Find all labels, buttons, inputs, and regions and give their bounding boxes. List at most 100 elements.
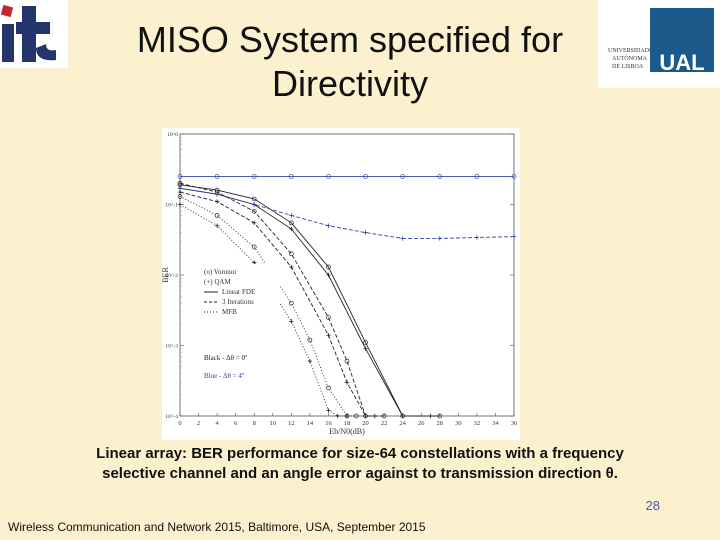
it-logo-dot xyxy=(0,4,14,18)
y-tick-label: 10^0 xyxy=(167,132,178,138)
data-point-2 xyxy=(251,208,257,214)
caption-line-2: selective channel and an angle error aga… xyxy=(102,465,618,482)
data-point-3 xyxy=(289,264,294,270)
series-line-2 xyxy=(179,182,385,417)
ual-logo-block xyxy=(650,8,714,72)
data-point-6 xyxy=(326,174,331,179)
caption-line-1: Linear array: BER performance for size-6… xyxy=(96,445,624,462)
data-point-7 xyxy=(177,186,183,191)
x-tick-label: 28 xyxy=(437,420,444,427)
data-point-5 xyxy=(335,413,340,419)
data-point-4 xyxy=(307,337,313,343)
data-point-5 xyxy=(289,319,294,324)
x-tick-label: 0 xyxy=(178,420,181,427)
data-point-3 xyxy=(177,189,183,195)
x-tick-label: 34 xyxy=(492,420,499,427)
data-point-2 xyxy=(344,358,350,364)
slide-title-line-2: Directivity xyxy=(271,63,428,104)
data-point-1 xyxy=(363,346,368,351)
data-point-7 xyxy=(363,230,368,235)
y-tick-label: 10^-3 xyxy=(165,344,178,350)
x-tick-label: 24 xyxy=(399,420,406,427)
data-point-6 xyxy=(474,174,480,179)
x-tick-label: 20 xyxy=(362,420,369,427)
data-point-4 xyxy=(251,244,257,250)
footer-text: Wireless Communication and Network 2015,… xyxy=(8,520,426,534)
data-point-6 xyxy=(288,174,294,179)
data-point-4 xyxy=(288,300,294,306)
data-point-3 xyxy=(372,413,378,419)
data-point-7 xyxy=(252,202,257,207)
it-logo-i xyxy=(2,24,14,62)
y-tick-label: 10^-2 xyxy=(165,273,178,279)
x-tick-label: 30 xyxy=(455,420,462,427)
data-point-6 xyxy=(251,174,257,179)
data-point-7 xyxy=(326,223,331,228)
x-tick-label: 22 xyxy=(381,420,388,427)
x-tick-label: 6 xyxy=(234,420,238,427)
data-point-7 xyxy=(400,236,405,241)
data-point-6 xyxy=(511,174,517,179)
x-tick-label: 16 xyxy=(325,420,332,427)
data-point-6 xyxy=(400,174,406,179)
data-point-6 xyxy=(177,174,183,179)
data-point-4 xyxy=(177,194,183,199)
data-point-1 xyxy=(289,226,294,232)
data-point-3 xyxy=(344,380,350,385)
data-point-3 xyxy=(252,220,257,226)
data-point-3 xyxy=(326,332,331,338)
data-point-5 xyxy=(326,408,331,413)
series-line-7 xyxy=(179,187,515,239)
data-point-7 xyxy=(289,213,294,218)
data-point-7 xyxy=(214,191,220,197)
data-point-1 xyxy=(428,413,433,419)
slide-title: MISO System specified for Directivity xyxy=(90,18,610,106)
data-point-2 xyxy=(326,315,331,320)
data-point-0 xyxy=(363,340,368,345)
data-point-4 xyxy=(214,213,220,218)
x-axis-label: Eb/N0(dB) xyxy=(329,427,365,436)
legend: (o) Voronoi (+) QAM Linear FDE 3 Iterati… xyxy=(200,264,280,320)
legend-entry-iterations: 3 Iterations xyxy=(222,298,254,306)
data-point-0 xyxy=(251,196,257,202)
x-tick-label: 4 xyxy=(215,420,219,427)
series-line-5 xyxy=(179,204,347,417)
ual-logo-sub-1: UNIVERSIDADE xyxy=(608,48,653,54)
data-point-0 xyxy=(288,220,294,226)
data-point-4 xyxy=(353,413,359,419)
data-point-5 xyxy=(307,358,313,364)
series-line-0 xyxy=(179,184,440,417)
ual-logo-sub-3: DE LISBOA xyxy=(612,64,644,70)
x-tick-label: 36 xyxy=(511,420,518,427)
ual-logo-graphic: UNIVERSIDADE AUTÓNOMA DE LISBOA UAL xyxy=(608,8,714,75)
data-point-1 xyxy=(326,272,331,278)
series-line-3 xyxy=(179,191,375,417)
it-logo-t-bar xyxy=(16,22,50,34)
legend-entry-mfb: MFB xyxy=(222,308,237,316)
it-logo-graphic xyxy=(0,4,56,62)
x-tick-label: 12 xyxy=(288,420,295,427)
x-tick-label: 8 xyxy=(253,420,256,427)
data-point-4 xyxy=(326,385,331,391)
x-tick-label: 18 xyxy=(344,420,351,427)
page-number: 28 xyxy=(645,498,660,513)
x-tick-label: 32 xyxy=(474,420,481,427)
x-tick-label: 14 xyxy=(307,420,314,427)
x-tick-label: 2 xyxy=(197,420,200,427)
legend-entry-voronoi: (o) Voronoi xyxy=(204,268,236,276)
legend-entry-linear-fde: Linear FDE xyxy=(222,288,255,296)
data-point-3 xyxy=(214,199,220,204)
data-point-0 xyxy=(326,264,331,270)
x-tick-label: 10 xyxy=(270,420,277,427)
data-point-7 xyxy=(474,235,480,240)
figure-caption: Linear array: BER performance for size-6… xyxy=(60,444,660,484)
data-point-7 xyxy=(437,236,442,241)
ual-logo: UNIVERSIDADE AUTÓNOMA DE LISBOA UAL xyxy=(598,0,720,88)
data-point-5 xyxy=(214,223,220,228)
it-logo xyxy=(0,0,68,68)
data-point-2 xyxy=(177,180,183,186)
data-point-6 xyxy=(437,174,443,179)
ual-logo-sub-2: AUTÓNOMA xyxy=(612,54,648,62)
y-tick-label: 10^-4 xyxy=(165,414,178,420)
it-logo-t-hook xyxy=(36,44,56,61)
